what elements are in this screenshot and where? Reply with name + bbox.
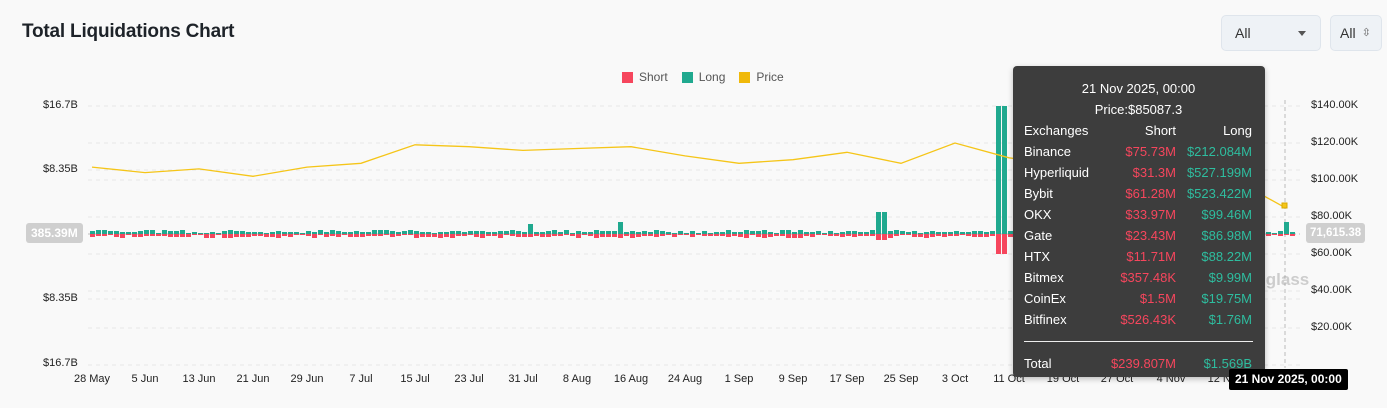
type-select-value: All	[1340, 25, 1356, 41]
tooltip-exchange-row: CoinEx $1.5M $19.75M	[1024, 291, 1252, 306]
tooltip-header-row: Exchanges Short Long	[1024, 123, 1252, 138]
x-tick-label: 17 Sep	[829, 373, 865, 385]
x-tick-label: 8 Aug	[562, 373, 592, 385]
x-tick-label: 21 Jun	[236, 373, 270, 385]
x-tick-label: 24 Aug	[667, 373, 703, 385]
chart-legend: Short Long Price	[622, 70, 784, 84]
x-tick-label: 9 Sep	[778, 373, 808, 385]
x-tick-label: 1 Sep	[724, 373, 754, 385]
y-right-tick: $60.00K	[1311, 247, 1352, 259]
tooltip-exchange-row: OKX $33.97M $99.46M	[1024, 207, 1252, 222]
x-tick-label: 15 Jul	[400, 373, 430, 385]
y-right-crosshair-badge: 71,615.38	[1306, 223, 1366, 243]
chevron-down-icon	[1298, 31, 1306, 36]
y-left-tick: $16.7B	[43, 357, 78, 369]
range-select-value: All	[1235, 25, 1251, 41]
x-tick-label: 23 Jul	[454, 373, 484, 385]
up-down-arrows-icon: ⇳	[1361, 26, 1371, 39]
x-tick-label: 29 Jun	[290, 373, 324, 385]
tooltip-exchange-row: HTX $11.71M $88.22M	[1024, 249, 1252, 264]
x-tick-label: 25 Sep	[883, 373, 919, 385]
legend-label: Short	[639, 70, 668, 84]
tooltip-total-row: Total $239.807M $1.569B	[1024, 356, 1252, 371]
y-right-tick: $20.00K	[1311, 321, 1352, 333]
x-tick-label: 16 Aug	[613, 373, 649, 385]
page-title: Total Liquidations Chart	[22, 21, 235, 42]
y-left-tick: $8.35B	[43, 163, 78, 175]
tooltip-exchange-row: Bitfinex $526.43K $1.76M	[1024, 312, 1252, 327]
tooltip-rows: Binance $75.73M $212.084M Hyperliquid $31.3M…	[1024, 141, 1253, 330]
price-swatch-icon	[739, 71, 751, 83]
x-tick-label: 13 Jun	[182, 373, 216, 385]
y-right-tick: $40.00K	[1311, 284, 1352, 296]
y-left-tick: $16.7B	[43, 99, 78, 111]
x-tick-label: 7 Jul	[349, 373, 373, 385]
tooltip-exchange-row: Bybit $61.28M $523.422M	[1024, 186, 1252, 201]
long-swatch-icon	[681, 71, 693, 83]
tooltip-exchange-row: Hyperliquid $31.3M $527.199M	[1024, 165, 1252, 180]
legend-label: Price	[756, 70, 784, 84]
y-right-tick: $140.00K	[1311, 99, 1359, 111]
legend-item-short[interactable]: Short	[622, 70, 668, 84]
x-tick-label: 31 Jul	[508, 373, 538, 385]
tooltip-price: Price:$85087.3	[1094, 102, 1183, 117]
tooltip-divider	[1024, 341, 1253, 342]
y-right-tick: $100.00K	[1311, 173, 1359, 185]
short-swatch-icon	[622, 71, 633, 83]
x-tick-label: 3 Oct	[941, 373, 969, 385]
price-crosshair-marker	[1281, 202, 1288, 209]
legend-item-long[interactable]: Long	[681, 70, 726, 84]
type-select[interactable]: All ⇳	[1330, 15, 1382, 51]
tooltip-exchange-row: Bitmex $357.48K $9.99M	[1024, 270, 1252, 285]
legend-label: Long	[698, 70, 726, 84]
y-right-tick: $80.00K	[1311, 210, 1352, 222]
tooltip-exchange-row: Binance $75.73M $212.084M	[1024, 144, 1252, 159]
y-left-tick: $8.35B	[43, 292, 78, 304]
chart-tooltip: 21 Nov 2025, 00:00 Price:$85087.3 Exchan…	[1013, 66, 1265, 377]
range-select[interactable]: All	[1221, 15, 1321, 51]
y-left-crosshair-badge: 385.39M	[26, 223, 83, 243]
y-right-tick: $120.00K	[1311, 136, 1359, 148]
x-tick-label: 28 May	[73, 373, 111, 385]
x-crosshair-badge: 21 Nov 2025, 00:00	[1229, 369, 1348, 390]
tooltip-exchange-row: Gate $23.43M $86.98M	[1024, 228, 1252, 243]
legend-item-price[interactable]: Price	[739, 70, 784, 84]
tooltip-date: 21 Nov 2025, 00:00	[1081, 81, 1196, 96]
x-tick-label: 5 Jun	[131, 373, 159, 385]
